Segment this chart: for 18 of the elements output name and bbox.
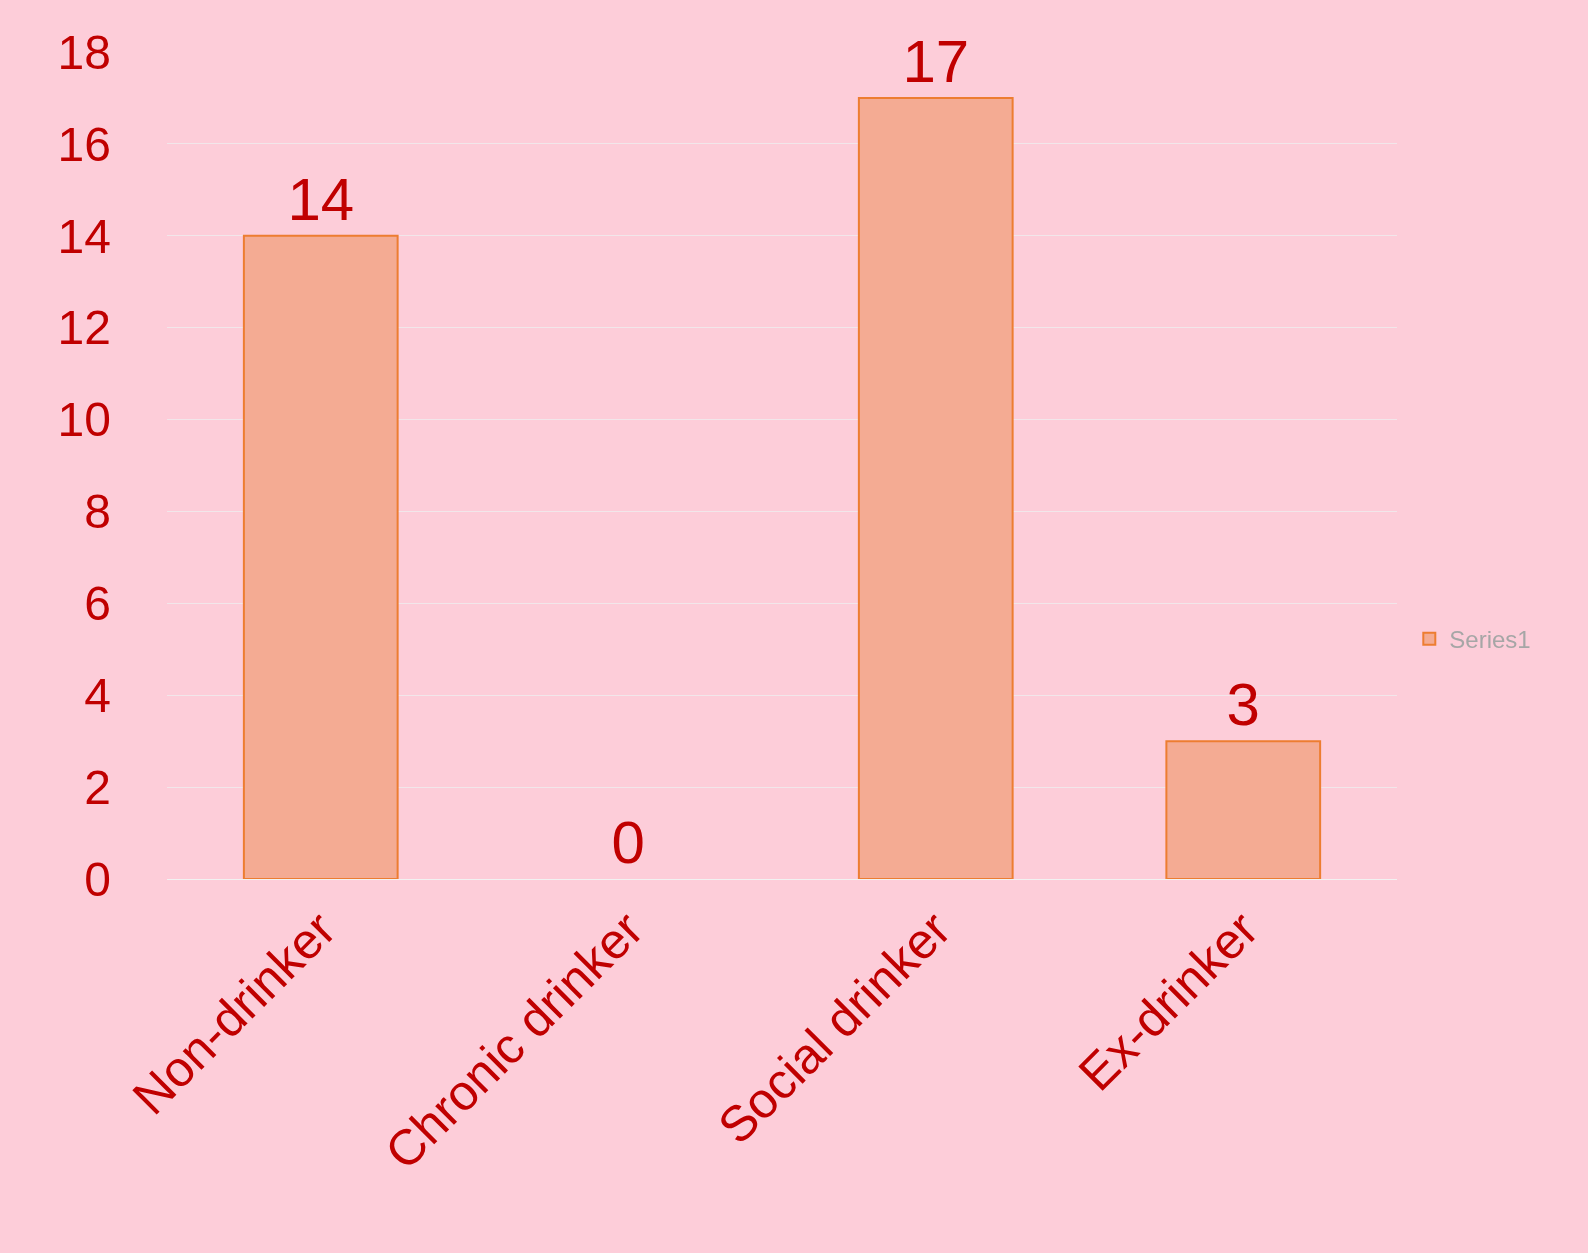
y-tick-label: 18 <box>57 25 111 79</box>
y-tick-label: 6 <box>84 577 111 631</box>
y-tick-label: 12 <box>57 301 111 355</box>
bar <box>857 96 1014 879</box>
bar <box>242 234 399 879</box>
y-tick-label: 0 <box>84 852 111 906</box>
legend-label: Series1 <box>1449 626 1531 654</box>
y-tick-label: 14 <box>57 209 111 263</box>
y-tick-label: 4 <box>84 669 111 723</box>
y-tick-label: 16 <box>57 117 111 171</box>
y-tick-label: 8 <box>84 485 111 539</box>
data-label: 0 <box>611 809 645 876</box>
data-label: 17 <box>902 27 970 95</box>
data-label: 3 <box>1226 671 1260 739</box>
y-tick-label: 2 <box>84 760 111 814</box>
y-tick-label: 10 <box>57 393 111 447</box>
data-label: 14 <box>287 165 355 233</box>
bar <box>1165 740 1322 879</box>
